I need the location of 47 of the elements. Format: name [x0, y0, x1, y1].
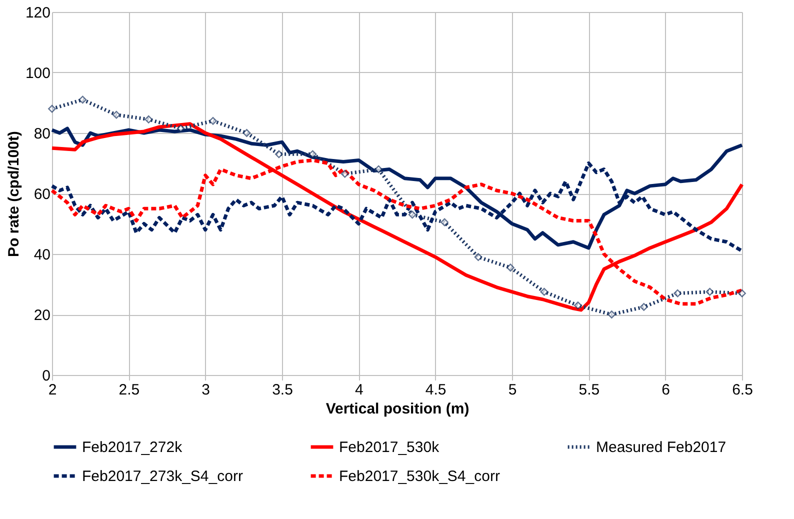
point — [640, 302, 648, 311]
y-tick-label: 60 — [34, 186, 50, 203]
y-tick-label: 100 — [25, 65, 50, 82]
point — [506, 264, 514, 272]
x-tick-label: 6.5 — [732, 382, 753, 398]
x-tick-label: 2.5 — [118, 382, 140, 398]
x-tick-label: 4 — [354, 382, 364, 398]
point — [176, 124, 185, 132]
point — [574, 301, 582, 310]
legend-label: Feb2017_530k — [339, 439, 440, 456]
x-tick-label: 3 — [202, 382, 210, 398]
legend-label: Feb2017_530k_S4_corr — [339, 468, 500, 485]
y-tick-label: 80 — [34, 126, 50, 142]
line-series — [50, 122, 744, 312]
x-tick-label: 5 — [508, 382, 517, 398]
point — [48, 104, 56, 113]
legend-label: Feb2017_273k_S4_corr — [82, 468, 243, 485]
x-tick-label: 2 — [48, 382, 57, 398]
y-tick-label: 120 — [25, 4, 50, 22]
point — [274, 150, 283, 158]
point — [209, 116, 217, 125]
y-tick-label: 40 — [34, 246, 50, 264]
point — [408, 210, 416, 219]
x-tick-label: 4.5 — [425, 382, 446, 398]
x-tick-label: 6 — [662, 382, 670, 398]
line-series — [50, 126, 744, 250]
y-tick-label: 0 — [42, 368, 50, 384]
point — [674, 289, 682, 298]
legend-label: Feb2017_272k — [82, 439, 183, 456]
point — [738, 289, 746, 298]
point — [78, 96, 87, 104]
x-axis-title: Vertical position (m) — [326, 400, 470, 418]
point — [340, 170, 349, 178]
point — [540, 288, 548, 296]
point — [706, 288, 714, 296]
y-tick-label: 20 — [34, 307, 50, 324]
x-tick-label: 5.5 — [578, 382, 600, 398]
point — [374, 165, 383, 174]
y-axis-title: Po rate (cpd/100t) — [5, 131, 22, 257]
point — [608, 310, 616, 318]
point — [144, 115, 153, 124]
point — [440, 218, 448, 226]
x-tick-label: 3.5 — [272, 382, 293, 398]
legend-label: Measured Feb2017 — [596, 439, 726, 456]
point — [474, 253, 482, 261]
point — [112, 110, 120, 119]
point — [242, 129, 251, 137]
